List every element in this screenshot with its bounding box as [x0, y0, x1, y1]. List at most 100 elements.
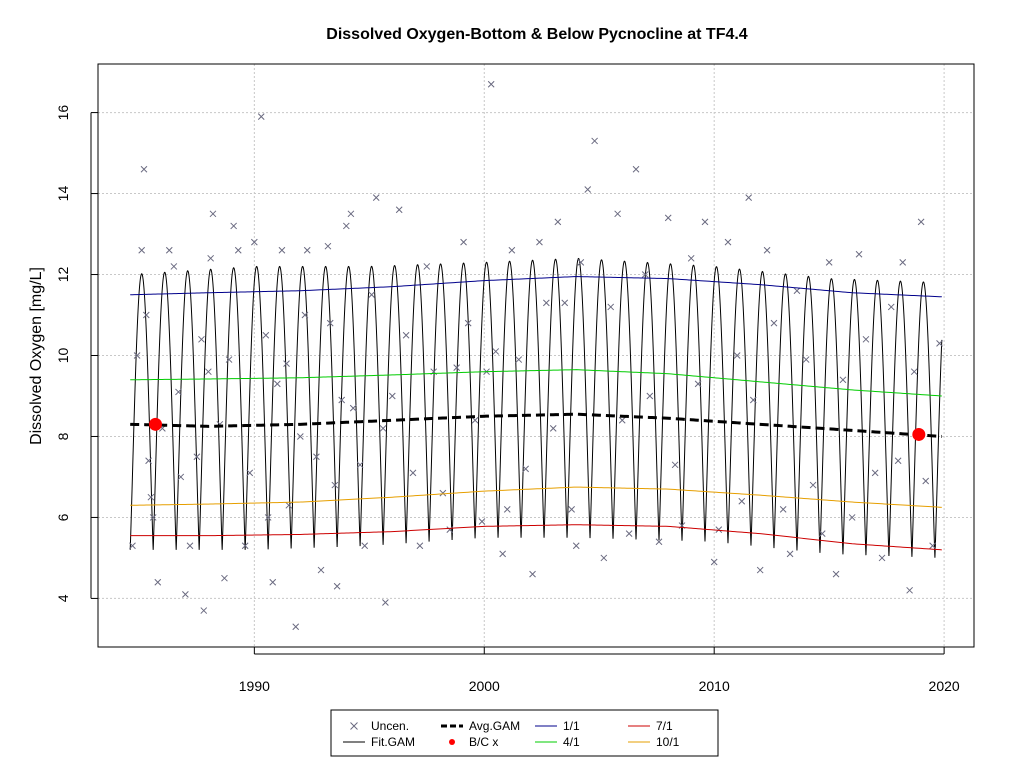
legend-label: 10/1 — [656, 735, 680, 749]
observation-point — [618, 416, 626, 424]
observation-point — [416, 542, 424, 550]
observation-point — [878, 554, 886, 562]
y-tick-label: 12 — [55, 267, 71, 283]
observation-point — [453, 364, 461, 371]
series-line-avg-gam — [130, 412, 942, 438]
observation-point — [906, 586, 913, 594]
observation-point — [283, 360, 290, 367]
observation-point — [549, 425, 557, 432]
legend-item: Uncen. — [350, 719, 409, 733]
legend-box — [330, 709, 719, 757]
y-tick-label: 6 — [55, 513, 71, 521]
observation-point — [241, 542, 249, 550]
observation-point — [625, 530, 633, 537]
observation-point — [529, 570, 536, 578]
x-tick-label: 2000 — [469, 678, 500, 694]
y-tick-label: 10 — [55, 348, 71, 364]
observation-point — [607, 303, 615, 311]
legend: Uncen. Avg.GAM 1/1 7/1 Fit.GAM B/C x 4/1 10/1 — [330, 709, 719, 757]
fit-gam-layer — [129, 257, 943, 558]
chart-title: Dissolved Oxygen-Bottom & Below Pycnocli… — [326, 26, 748, 43]
observation-point — [478, 518, 486, 525]
observation-point — [655, 538, 663, 546]
y-tick-label: 16 — [55, 105, 71, 121]
observation-point — [142, 311, 150, 319]
observation-point — [738, 497, 746, 505]
observation-point — [786, 550, 794, 558]
observation-point — [745, 194, 753, 201]
observation-point — [177, 473, 185, 481]
observation-point — [262, 331, 270, 339]
legend-item: 1/1 — [535, 719, 580, 733]
observation-point — [894, 457, 902, 465]
observation-point — [324, 242, 332, 250]
x-axis: 1990 2000 2010 2020 — [239, 647, 960, 694]
observation-point — [936, 340, 943, 347]
observation-point — [361, 542, 369, 550]
observation-point — [198, 335, 205, 343]
y-tick-label: 4 — [55, 594, 71, 602]
observation-point — [584, 186, 592, 193]
observation-point — [331, 481, 339, 489]
x-tick-label: 1990 — [239, 678, 270, 694]
observation-point — [368, 291, 375, 299]
y-tick-label: 14 — [55, 186, 71, 202]
observation-point — [149, 514, 157, 521]
observation-point — [664, 214, 672, 222]
bc-point — [912, 427, 926, 441]
observation-point — [464, 319, 472, 327]
observation-point — [301, 311, 309, 319]
observation-point — [694, 380, 702, 388]
observation-point — [423, 263, 431, 270]
observation-point — [577, 259, 585, 266]
y-axis-title: Dissolved Oxygen [mg/L] — [28, 267, 45, 445]
legend-item: 4/1 — [535, 735, 580, 749]
observation-point — [839, 376, 847, 384]
observation-point — [269, 578, 277, 586]
observation-point — [292, 623, 300, 631]
observation-point — [818, 530, 826, 537]
observation-point — [733, 352, 741, 359]
observation-point — [770, 319, 778, 327]
observation-point — [487, 80, 495, 88]
observation-point — [756, 566, 764, 574]
observation-point — [591, 137, 598, 145]
observation-point — [395, 206, 403, 214]
observation-point — [522, 465, 530, 473]
observation-point — [296, 433, 304, 440]
legend-label: Fit.GAM — [371, 735, 415, 749]
observation-point — [186, 542, 194, 550]
y-tick-label: 8 — [55, 432, 71, 440]
legend-label: B/C x — [469, 735, 498, 749]
observation-point — [508, 246, 516, 254]
observation-point — [460, 238, 467, 246]
legend-label: 4/1 — [563, 735, 580, 749]
series-layer — [130, 276, 942, 551]
legend-item: 7/1 — [628, 719, 673, 733]
observation-point — [209, 210, 217, 218]
observation-point — [234, 246, 242, 254]
observation-point — [165, 246, 173, 254]
observation-point — [701, 218, 709, 226]
observation-point — [554, 218, 562, 226]
observation-point — [715, 526, 723, 533]
observation-point — [763, 246, 771, 254]
observation-point — [356, 461, 364, 469]
observation-point — [402, 331, 410, 339]
legend-item: Fit.GAM — [343, 735, 415, 749]
observation-point — [871, 469, 879, 477]
x-tick-label: 2010 — [699, 678, 730, 694]
legend-item: B/C x — [449, 735, 498, 749]
observation-point — [147, 493, 155, 501]
observation-point — [492, 348, 500, 355]
observation-point — [349, 404, 357, 412]
observation-point — [207, 254, 215, 262]
legend-label: Avg.GAM — [469, 719, 520, 733]
observation-point — [515, 356, 523, 363]
observation-point — [471, 416, 479, 424]
legend-symbol — [350, 722, 358, 730]
observation-point — [333, 582, 341, 590]
legend-item: 10/1 — [628, 735, 680, 749]
gridlines — [98, 64, 974, 647]
